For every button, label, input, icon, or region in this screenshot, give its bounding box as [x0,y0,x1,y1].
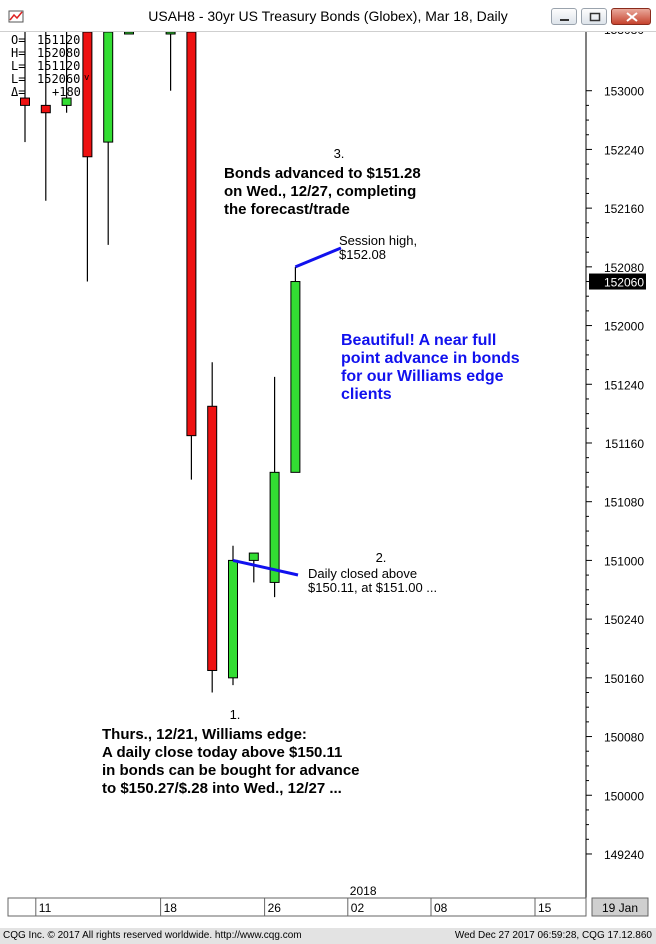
annotation-3-line-1: Bonds advanced to $151.28 [224,165,421,182]
y-tick-label: 150000 [604,789,644,803]
last-price-label: 152060 [604,276,644,290]
ohlc-low-label: L= [11,59,25,73]
y-tick-label: 152160 [604,202,644,216]
beautiful-line-3: for our Williams edge [341,368,504,385]
beautiful-line-1: Beautiful! A near full [341,332,496,349]
annotation-1-number: 1. [230,707,241,722]
session-high-line-1: Session high, [339,233,417,248]
candle-body [103,32,114,143]
annotation-3-line-2: on Wed., 12/27, completing [224,183,416,200]
candle-body [82,32,93,158]
time-axis-scrollbar[interactable] [7,897,587,917]
cqg-app-icon [8,10,24,23]
x-last-tag-box [591,897,649,917]
ohlc-last-marker: v [84,73,89,83]
annotation-2-line-1: Daily closed above [308,566,417,581]
y-tick-label: 151160 [605,437,644,451]
candle-body [228,559,238,679]
candle-8 [207,362,218,693]
y-tick-label: 150160 [604,672,644,686]
close-icon [626,12,638,22]
x-tick-label: 11 [39,901,52,915]
ohlc-open-label: O= [11,33,25,47]
candle-11 [269,376,280,598]
y-tick-label: 149240 [604,848,644,862]
candle-9 [228,545,238,686]
candle-1 [40,32,51,201]
candle-0 [20,32,30,143]
annotation-1-line-3: in bonds can be bought for advance [102,762,360,779]
ohlc-open-value: 151120 [37,33,80,47]
annotation-2-number: 2. [376,550,387,565]
status-footer: CQG Inc. © 2017 All rights reserved worl… [0,928,656,944]
annotation-1-line-4: to $150.27/$.28 into Wed., 12/27 ... [102,780,342,797]
candle-4 [103,32,114,245]
ohlc-last-label: L= [11,72,25,86]
y-tick-label: 152080 [604,261,644,275]
candle-2 [61,32,72,113]
close-button[interactable] [611,8,651,25]
minimize-button[interactable] [551,8,577,25]
candle-body [20,97,30,106]
y-tick-label: 150080 [604,731,644,745]
beautiful-line-2: point advance in bonds [341,350,520,367]
beautiful-line-4: clients [341,386,392,403]
candle-5 [124,32,134,35]
ohlc-last-value: 152060 [37,72,80,86]
candle-body [290,281,301,473]
y-tick-label: 151000 [604,554,644,568]
close-pointer-line [232,558,299,577]
ohlc-low-value: 151120 [37,59,80,73]
y-tick-label-partial: 153080 [604,32,644,37]
maximize-button[interactable] [581,8,607,25]
y-tick-label: 152000 [604,320,644,334]
session-high-pointer-line [294,246,342,269]
candle-body [124,32,134,35]
session-high-line-2: $152.08 [339,247,386,262]
candle-3 [82,32,93,282]
x-last-label: 19 Jan [602,901,638,915]
annotation-3-number: 3. [334,146,345,161]
x-tick-label: 15 [538,901,552,915]
candle-body [269,471,280,583]
x-tick-label: 26 [268,901,282,915]
price-axis [586,32,656,898]
annotation-1-line-2: A daily close today above $150.11 [102,744,342,761]
ohlc-change-label: Δ= [11,85,25,99]
candle-body [61,97,72,106]
y-tick-label: 150240 [604,613,644,627]
x-year-label: 2018 [350,884,377,898]
annotation-2-line-2: $150.11, at $151.00 ... [308,580,437,595]
maximize-icon [589,12,601,22]
window-title: USAH8 - 30yr US Treasury Bonds (Globex),… [148,8,508,24]
x-tick-label: 08 [434,901,448,915]
y-tick-label: 153000 [604,85,644,99]
candle-body [186,32,197,437]
candle-body [248,552,259,561]
y-tick-label: 152240 [604,143,644,157]
ohlc-change-value: +180 [52,85,81,99]
ohlc-high-value: 152080 [37,46,80,60]
annotation-1-line-1: Thurs., 12/21, Williams edge: [102,726,307,743]
candle-6 [165,32,176,91]
footer-copyright: CQG Inc. © 2017 All rights reserved worl… [3,930,302,941]
x-tick-label: 02 [351,901,365,915]
ohlc-high-label: H= [11,46,25,60]
price-chart: 19 Jan 153000152240152160152080152000151… [0,32,656,928]
candle-body [40,104,51,114]
candle-body [165,32,176,35]
x-tick-label: 18 [164,901,178,915]
title-bar: USAH8 - 30yr US Treasury Bonds (Globex),… [0,0,656,32]
last-price-tag [589,273,646,290]
footer-timestamp: Wed Dec 27 2017 06:59:28, CQG 17.12.860 [454,930,652,941]
minimize-icon [560,19,569,21]
y-tick-label: 151080 [604,496,644,510]
annotation-3-line-3: the forecast/trade [224,201,350,218]
candle-7 [186,32,197,480]
candle-12 [290,266,301,473]
candle-body [207,405,218,671]
y-tick-label: 151240 [604,378,644,392]
